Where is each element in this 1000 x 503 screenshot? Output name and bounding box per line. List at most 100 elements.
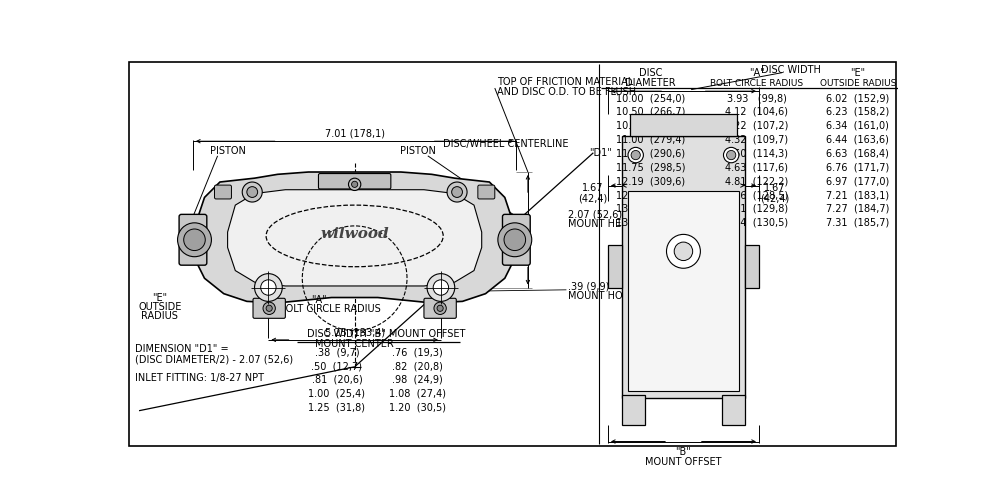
Text: .76  (19,3): .76 (19,3) <box>392 347 443 357</box>
Text: DIAMETER: DIAMETER <box>625 78 676 89</box>
Text: 4.22  (107,2): 4.22 (107,2) <box>725 121 788 131</box>
Text: 4.12  (104,6): 4.12 (104,6) <box>725 107 788 117</box>
Text: 4.81  (122,2): 4.81 (122,2) <box>725 176 788 186</box>
Text: 7.31  (185,7): 7.31 (185,7) <box>826 218 889 228</box>
Text: 10.50  (266,7): 10.50 (266,7) <box>616 107 685 117</box>
Circle shape <box>504 229 526 250</box>
Text: .39 (9,9): .39 (9,9) <box>568 282 609 292</box>
Text: 7.21  (183,1): 7.21 (183,1) <box>826 190 889 200</box>
Text: 6.34  (161,0): 6.34 (161,0) <box>826 121 889 131</box>
Text: "A": "A" <box>749 68 764 78</box>
Circle shape <box>184 229 205 250</box>
Bar <box>622 136 745 397</box>
Text: 4.32  (109,7): 4.32 (109,7) <box>725 135 788 145</box>
FancyBboxPatch shape <box>318 174 391 189</box>
Text: 5.06  (128,5): 5.06 (128,5) <box>725 190 788 200</box>
Text: 11.44  (290,6): 11.44 (290,6) <box>616 148 685 158</box>
Text: "A": "A" <box>311 295 326 305</box>
Text: INLET FITTING: 1/8-27 NPT: INLET FITTING: 1/8-27 NPT <box>135 373 264 383</box>
Text: 5.11  (129,8): 5.11 (129,8) <box>725 204 788 214</box>
Text: 1.67: 1.67 <box>582 183 603 193</box>
Text: 6.63  (168,4): 6.63 (168,4) <box>826 148 889 158</box>
Text: MOUNT HOLE: MOUNT HOLE <box>568 291 634 301</box>
FancyBboxPatch shape <box>478 185 495 199</box>
Polygon shape <box>228 190 482 286</box>
Text: 5.14  (130,5): 5.14 (130,5) <box>725 218 788 228</box>
Text: 4.50  (114,3): 4.50 (114,3) <box>725 148 788 158</box>
Text: 6.76  (171,7): 6.76 (171,7) <box>826 162 889 173</box>
Circle shape <box>263 302 275 314</box>
Circle shape <box>427 274 455 301</box>
Text: 1.08  (27,4): 1.08 (27,4) <box>389 389 446 399</box>
FancyBboxPatch shape <box>253 298 285 318</box>
Text: .98  (24,9): .98 (24,9) <box>392 375 443 385</box>
Circle shape <box>348 178 361 191</box>
Text: 10.75  (273,1): 10.75 (273,1) <box>616 121 685 131</box>
Circle shape <box>437 305 443 311</box>
Text: 6.97  (177,0): 6.97 (177,0) <box>826 176 889 186</box>
Text: 12.19  (309,6): 12.19 (309,6) <box>616 176 685 186</box>
Circle shape <box>727 150 736 159</box>
Text: DISC/WHEEL CENTERLINE: DISC/WHEEL CENTERLINE <box>443 138 569 148</box>
Text: BOLT CIRCLE RADIUS: BOLT CIRCLE RADIUS <box>710 79 803 88</box>
Text: 6.23  (158,2): 6.23 (158,2) <box>826 107 889 117</box>
Text: 12.88  (327,2): 12.88 (327,2) <box>616 190 685 200</box>
Text: (42,4): (42,4) <box>578 194 607 204</box>
Text: RADIUS: RADIUS <box>141 311 178 321</box>
FancyBboxPatch shape <box>179 214 207 265</box>
Circle shape <box>352 181 358 188</box>
Text: OUTSIDE RADIUS: OUTSIDE RADIUS <box>820 79 896 88</box>
Text: "B": "B" <box>676 447 691 457</box>
Bar <box>628 191 739 391</box>
Text: PISTON: PISTON <box>400 146 436 156</box>
Bar <box>722 395 745 425</box>
Text: .81  (20,6): .81 (20,6) <box>312 375 362 385</box>
Text: 10.00  (254,0): 10.00 (254,0) <box>616 93 685 103</box>
Circle shape <box>498 223 532 257</box>
Text: "D1": "D1" <box>590 148 612 158</box>
Text: 6.02  (152,9): 6.02 (152,9) <box>826 93 889 103</box>
Polygon shape <box>193 172 516 303</box>
Text: wilwood: wilwood <box>320 227 389 240</box>
Text: "E": "E" <box>152 293 167 302</box>
Text: 3.93   (99,8): 3.93 (99,8) <box>727 93 787 103</box>
Text: 1.67: 1.67 <box>764 183 785 193</box>
Text: "E": "E" <box>850 68 865 78</box>
Text: 11.00  (279,4): 11.00 (279,4) <box>616 135 685 145</box>
Text: 1.00  (25,4): 1.00 (25,4) <box>308 389 365 399</box>
FancyBboxPatch shape <box>502 214 530 265</box>
Circle shape <box>674 242 693 261</box>
Circle shape <box>433 280 449 295</box>
Circle shape <box>242 182 262 202</box>
Circle shape <box>247 187 258 197</box>
Text: .50  (12,7): .50 (12,7) <box>311 361 362 371</box>
Text: 11.75  (298,5): 11.75 (298,5) <box>616 162 685 173</box>
Text: 4.63  (117,6): 4.63 (117,6) <box>725 162 788 173</box>
Text: 7.27  (184,7): 7.27 (184,7) <box>826 204 890 214</box>
Text: DISC: DISC <box>639 68 662 78</box>
FancyBboxPatch shape <box>424 298 456 318</box>
Text: (42,4): (42,4) <box>760 194 789 204</box>
Text: 13.06  (331,7): 13.06 (331,7) <box>616 218 685 228</box>
Circle shape <box>178 223 211 257</box>
Text: OUTSIDE: OUTSIDE <box>138 302 182 312</box>
Text: AND DISC O.D. TO BE FLUSH: AND DISC O.D. TO BE FLUSH <box>497 87 636 97</box>
Circle shape <box>266 305 272 311</box>
Text: (DISC DIAMETER/2) - 2.07 (52,6): (DISC DIAMETER/2) - 2.07 (52,6) <box>135 354 293 364</box>
Text: DIMENSION "D1" =: DIMENSION "D1" = <box>135 344 229 354</box>
FancyBboxPatch shape <box>215 185 231 199</box>
Bar <box>622 395 645 425</box>
Circle shape <box>723 147 739 163</box>
Text: DISC WIDTH: DISC WIDTH <box>761 65 820 75</box>
Circle shape <box>631 150 640 159</box>
Text: MOUNT OFFSET: MOUNT OFFSET <box>645 457 722 466</box>
Text: 2.07 (52,6): 2.07 (52,6) <box>568 209 622 219</box>
Text: 1.20  (30,5): 1.20 (30,5) <box>389 402 446 412</box>
Bar <box>745 245 759 288</box>
Circle shape <box>261 280 276 295</box>
Circle shape <box>434 302 446 314</box>
Text: DISC WIDTH: DISC WIDTH <box>307 328 367 339</box>
Text: "B" MOUNT OFFSET: "B" MOUNT OFFSET <box>370 328 465 339</box>
Text: BOLT CIRCLE RADIUS: BOLT CIRCLE RADIUS <box>279 304 381 314</box>
Circle shape <box>666 234 700 268</box>
